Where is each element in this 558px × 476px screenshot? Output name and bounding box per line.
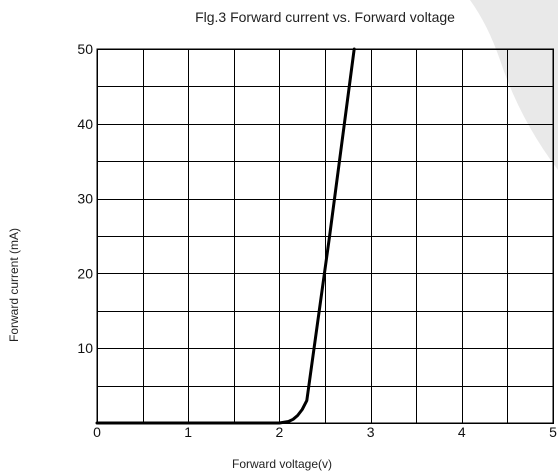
plot-frame [96,48,554,424]
watermark-shape [470,0,558,170]
y-tick-label: 40 [77,116,93,132]
y-tick-label: 10 [77,340,93,356]
x-tick-label: 2 [276,424,284,440]
x-tick-label: 5 [549,424,557,440]
y-axis-label: Forward current (mA) [7,228,21,342]
chart-title: Flg.3 Forward current vs. Forward voltag… [195,9,455,25]
x-tick-label: 4 [458,424,466,440]
x-tick-label: 0 [93,424,101,440]
y-tick-label: 20 [77,265,93,281]
x-tick-label: 3 [367,424,375,440]
x-tick-labels: 0 1 2 3 4 5 [93,424,557,440]
y-tick-label: 50 [77,41,93,57]
x-tick-label: 1 [184,424,192,440]
forward-current-curve [95,47,356,425]
y-tick-label: 30 [77,191,93,207]
x-axis-label: Forward voltage(v) [232,457,332,471]
grid [97,49,553,423]
y-tick-labels: 10 20 30 40 50 [77,41,93,356]
